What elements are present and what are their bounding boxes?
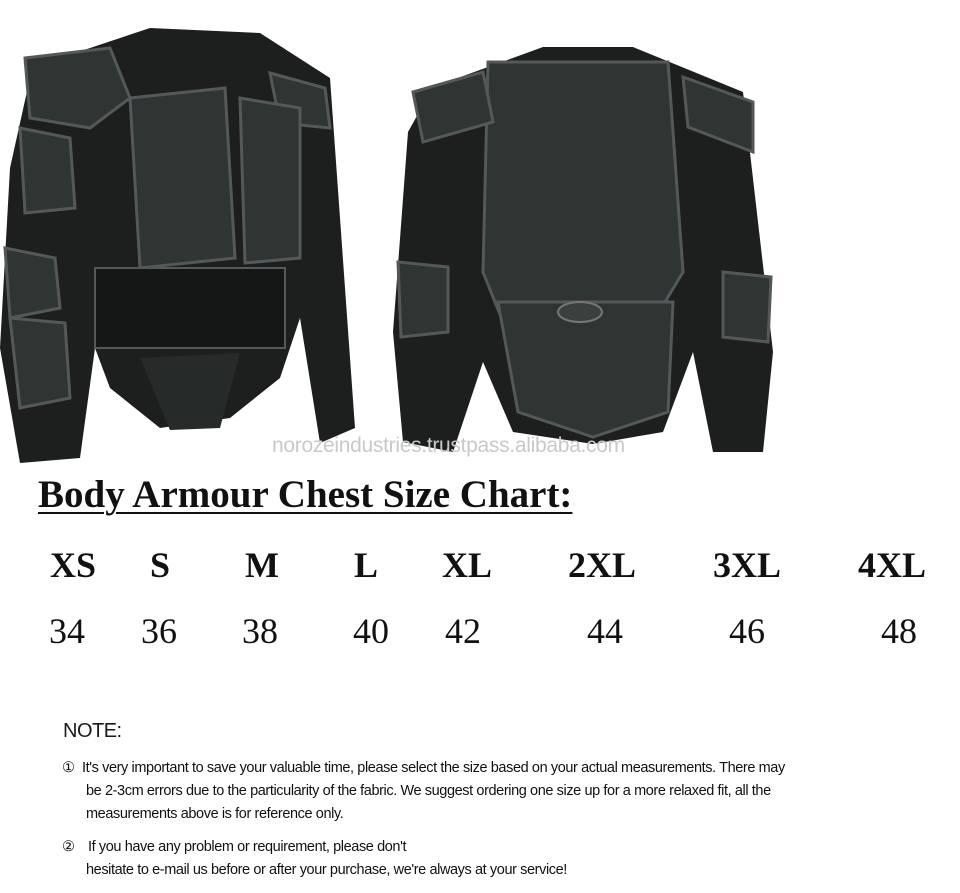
note-line: be 2-3cm errors due to the particularity… [86, 783, 771, 799]
chest-value: 40 [353, 611, 389, 651]
jacket-front-image [0, 28, 355, 463]
chest-value: 38 [242, 611, 278, 651]
note-line: measurements above is for reference only… [86, 806, 344, 822]
circled-one-icon: ① [62, 760, 75, 776]
size-label: 3XL [712, 545, 781, 585]
size-label: L [353, 545, 378, 585]
note-item-2: ② If you have any problem or requirement,… [62, 836, 912, 882]
watermark: norozeindustries.trustpass.alibaba.com [272, 434, 625, 457]
chest-value: 34 [49, 611, 85, 651]
chest-value: 48 [881, 611, 917, 651]
note-item-1: ① It's very important to save your valuab… [62, 757, 912, 826]
chest-value: 36 [141, 611, 177, 651]
size-label: 2XL [567, 545, 636, 585]
chest-value: 42 [445, 611, 481, 651]
circled-two-icon: ② [62, 839, 75, 855]
chest-value: 46 [729, 611, 765, 651]
note-line: It's very important to save your valuabl… [82, 760, 785, 776]
size-label: XL [441, 545, 492, 585]
chest-value: 44 [587, 611, 623, 651]
size-label: XS [49, 545, 97, 585]
note-line: If you have any problem or requirement, … [88, 839, 407, 855]
size-label: 4XL [857, 545, 926, 585]
jacket-back-image [393, 47, 773, 452]
size-label: S [149, 545, 171, 585]
note-heading: NOTE: [63, 720, 122, 742]
chart-title: Body Armour Chest Size Chart: [38, 473, 573, 516]
size-label: M [245, 545, 279, 585]
note-line: hesitate to e-mail us before or after yo… [86, 862, 567, 878]
